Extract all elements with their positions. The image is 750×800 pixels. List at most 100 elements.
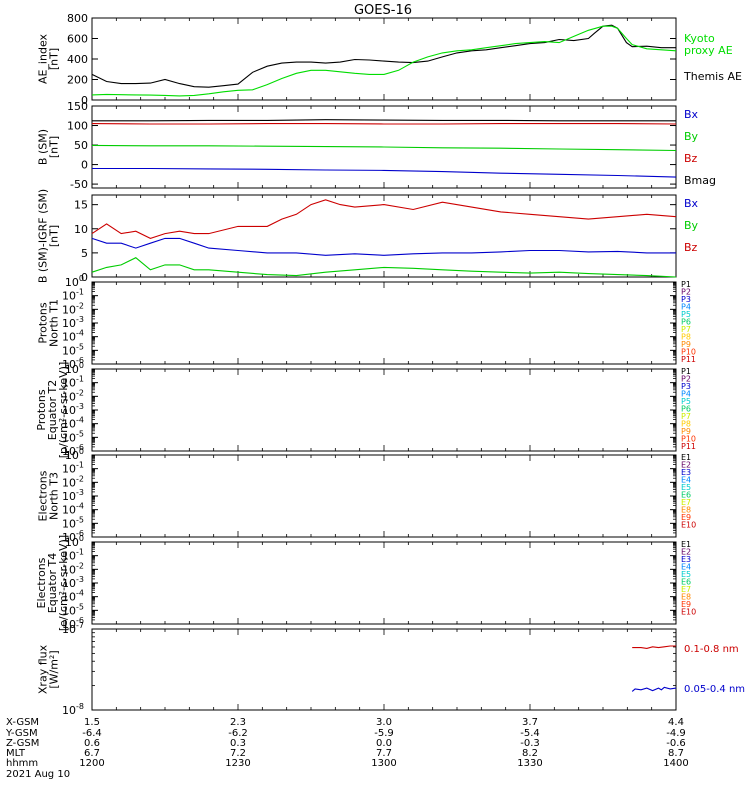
series-line-by: [91, 144, 677, 152]
series-line-kyoto-proxy-ae: [91, 25, 677, 97]
footer-value: -0.6: [666, 738, 686, 749]
legend-label: By: [684, 130, 699, 143]
y-tick-label: 100: [67, 120, 88, 133]
legend-label: P11: [681, 442, 696, 451]
footer-row-label: 2021 Aug 10: [6, 769, 70, 780]
panel-8: 10-7 10-8 Xray flux[W/m²] 0.1-0.8 nm 0.05-0.…: [37, 621, 746, 717]
legend-label: P7: [681, 412, 691, 421]
footer-row-label: Z-GSM: [6, 738, 39, 749]
y-tick-label: 15: [74, 199, 88, 212]
legend-label: E6: [681, 578, 691, 587]
y-tick-label: 50: [74, 139, 88, 152]
panel-5: 10010-110-210-310-410-510-6ProtonsEquato…: [35, 361, 696, 458]
legend-label: E8: [681, 506, 691, 515]
y-axis-label: Equator T2: [46, 380, 59, 440]
footer-value: 3.7: [522, 717, 538, 728]
legend-label: P1: [681, 367, 691, 376]
y-tick-label: 0: [81, 94, 88, 107]
legend-label: E2: [681, 548, 691, 557]
footer-value: -4.9: [666, 728, 686, 739]
panel-frame: [91, 368, 677, 452]
y-tick-label: -50: [70, 178, 88, 191]
y-axis-label: Equator T4: [46, 553, 59, 613]
legend-label: P8: [681, 420, 691, 429]
y-axis-label: B (SM)-IGRF (SM): [37, 189, 50, 283]
y-axis-label: B (SM): [37, 129, 50, 165]
legend-label: By: [684, 219, 699, 232]
y-axis-label: [e/(cm²-s-sr-keV)]: [57, 535, 70, 631]
legend-label: Bx: [684, 197, 699, 210]
legend-label: P2: [681, 375, 691, 384]
footer-value: 7.2: [230, 748, 246, 759]
legend-label: E5: [681, 483, 691, 492]
series-line-0-05-0-4-nm: [631, 686, 677, 692]
legend-label: Themis AE: [683, 70, 742, 83]
legend-label: E8: [681, 593, 691, 602]
footer-value: 1230: [225, 758, 250, 769]
legend-label: Bz: [684, 241, 698, 254]
y-axis-label: North T3: [48, 472, 61, 520]
legend-label: E7: [681, 585, 691, 594]
footer-value: 0.6: [84, 738, 100, 749]
panel-6: 10010-110-210-310-410-510-6ElectronsNort…: [37, 447, 697, 544]
legend-label: P9: [681, 340, 691, 349]
legend-label: E3: [681, 555, 691, 564]
y-axis-label: Xray flux: [37, 644, 50, 694]
footer-value: 1330: [517, 758, 542, 769]
y-axis-label: North T1: [48, 299, 61, 347]
footer-value: 6.7: [84, 748, 100, 759]
series-line-by: [91, 257, 677, 278]
y-tick-label: 800: [67, 12, 88, 25]
series-line-bx: [91, 237, 676, 256]
legend-label: E10: [681, 521, 696, 530]
y-axis-label: [W/m²]: [48, 650, 61, 688]
y-axis-label: [nT]: [48, 136, 61, 158]
footer-value: -0.3: [520, 738, 540, 749]
y-tick-label: 200: [67, 74, 88, 87]
footer-value: 7.7: [376, 748, 392, 759]
legend-label: P10: [681, 435, 696, 444]
series-line-0-1-0-8-nm: [632, 645, 676, 649]
footer-value: 8.7: [668, 748, 684, 759]
footer-value: -5.4: [520, 728, 540, 739]
legend-label: P8: [681, 333, 691, 342]
legend-label: P7: [681, 325, 691, 334]
footer-value: 0.0: [376, 738, 392, 749]
y-axis-label: AE_index: [37, 33, 50, 84]
panel-3: 15 10 5 0 B (SM)-IGRF (SM)[nT] Bx By Bz: [37, 189, 699, 284]
footer-row-label: Y-GSM: [5, 728, 38, 739]
y-tick-label: 150: [67, 100, 88, 113]
footer-value: 1300: [371, 758, 396, 769]
panel-2: 150 100 50 0 -50 B (SM)[nT] Bx By Bz Bmag: [37, 100, 717, 191]
legend-label: E9: [681, 513, 691, 522]
legend-label: E1: [681, 453, 691, 462]
footer-value: 4.4: [668, 717, 684, 728]
y-tick-label: 0: [81, 271, 88, 284]
panel-frame: [91, 454, 677, 538]
legend-label: Bx: [684, 108, 699, 121]
y-tick-label: 600: [67, 33, 88, 46]
footer-row-label: X-GSM: [6, 717, 39, 728]
legend-label: E4: [681, 563, 691, 572]
legend-label: P5: [681, 310, 691, 319]
legend-label: E2: [681, 461, 691, 470]
figure-title: GOES-16: [354, 3, 412, 18]
legend-label: P11: [681, 355, 696, 364]
panel-4: 10010-110-210-310-410-510-6ProtonsNorth …: [37, 274, 697, 371]
footer-value: -6.4: [82, 728, 102, 739]
legend-label: P10: [681, 348, 696, 357]
footer-value: 3.0: [376, 717, 392, 728]
series-line-bx: [92, 167, 677, 178]
legend-label: E10: [681, 608, 696, 617]
legend-label: E3: [681, 468, 691, 477]
legend-label: E5: [681, 570, 691, 579]
footer-value: 2.3: [230, 717, 246, 728]
y-axis-label: Protons: [37, 302, 50, 343]
footer-row-label: hhmm: [6, 758, 38, 769]
y-axis-label: [nT]: [48, 48, 61, 70]
legend-label: P4: [681, 303, 691, 312]
y-tick-label: 0: [81, 159, 88, 172]
footer-value: -6.2: [228, 728, 248, 739]
y-axis-label: [nT]: [48, 225, 61, 247]
